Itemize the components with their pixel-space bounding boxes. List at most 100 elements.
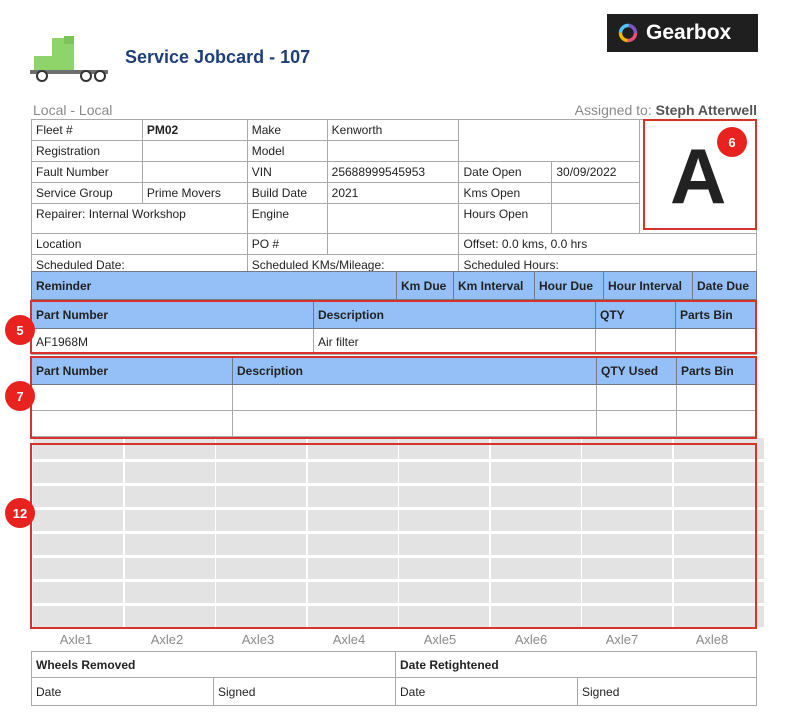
axle-cell (673, 534, 764, 555)
build-date-value: 2021 (326, 182, 460, 204)
axle-cell (490, 486, 581, 507)
axle-cell (399, 558, 489, 579)
axle-cell (307, 558, 398, 579)
table-row (31, 410, 757, 437)
hours-open-value (551, 203, 641, 234)
parts-bin-cell (675, 328, 757, 355)
axle-cell (399, 606, 489, 627)
axle-cell (124, 582, 215, 603)
grade-letter: A (669, 132, 727, 220)
service-group-label: Service Group (31, 182, 143, 204)
fault-label: Fault Number (31, 161, 143, 183)
date-retightened-label: Date Retightened (395, 651, 757, 678)
blank-cell (458, 119, 641, 162)
highlight-box-6 (643, 119, 757, 230)
parts-table: Part Number Description QTY Parts Bin AF… (31, 301, 757, 355)
axle-cell (124, 534, 215, 555)
fleet-label: Fleet # (31, 119, 143, 141)
assigned-name: Steph Atterwell (655, 102, 757, 118)
km-due-header: Km Due (396, 271, 454, 300)
axle-cell (673, 606, 764, 627)
removed-date-label: Date (31, 677, 214, 706)
make-label: Make (246, 119, 328, 141)
axle-cell (582, 606, 672, 627)
axle-grid (33, 438, 764, 628)
date-open-value: 30/09/2022 (551, 161, 641, 183)
vin-value: 25688999545953 (326, 161, 460, 183)
axle-cell (673, 462, 764, 483)
axle-cell (216, 510, 306, 531)
axle-cell (33, 486, 123, 507)
axle-label: Axle5 (423, 632, 457, 647)
axle-cell (33, 606, 123, 627)
axle-cell (307, 486, 398, 507)
hours-open-label: Hours Open (458, 203, 553, 234)
axle-cell (490, 606, 581, 627)
axle-cell (490, 582, 581, 603)
removed-signed-label: Signed (213, 677, 396, 706)
axle-cell (33, 510, 123, 531)
axle-cell (307, 582, 398, 603)
axle-cell (124, 510, 215, 531)
annotation-marker-6: 6 (717, 127, 747, 157)
axle-cell (216, 462, 306, 483)
registration-value (141, 140, 248, 162)
annotation-marker-12: 12 (5, 498, 35, 528)
location-field: Location (31, 233, 248, 255)
reminder-header: Reminder (31, 271, 397, 300)
axle-cell (307, 510, 398, 531)
kms-open-value (551, 182, 641, 204)
po-label: PO # (246, 233, 328, 255)
axle-cell (673, 558, 764, 579)
registration-label: Registration (31, 140, 143, 162)
axle-cell (582, 510, 672, 531)
offset: Offset: 0.0 kms, 0.0 hrs (458, 233, 757, 255)
axle-cell (124, 558, 215, 579)
kms-open-label: Kms Open (458, 182, 553, 204)
wheels-table: Wheels Removed Date Retightened Date Sig… (31, 651, 757, 706)
axle-cell (490, 462, 581, 483)
service-group-value: Prime Movers (141, 182, 248, 204)
model-value (326, 140, 460, 162)
axle-cell (582, 462, 672, 483)
build-date-label: Build Date (246, 182, 328, 204)
axle-cell (399, 582, 489, 603)
axle-cell (399, 534, 489, 555)
axle-cell (673, 582, 764, 603)
highlight-box-12 (30, 443, 757, 629)
engine-value (326, 203, 460, 234)
make-value: Kenworth (326, 119, 460, 141)
highlight-box-7 (30, 356, 757, 439)
axle-cell (399, 510, 489, 531)
axle-cell (216, 486, 306, 507)
annotation-marker-5: 5 (5, 315, 35, 345)
axle-cell (307, 462, 398, 483)
description-header: Description (313, 301, 596, 329)
fleet-value: PM02 (141, 119, 248, 141)
date-due-header: Date Due (692, 271, 757, 300)
axle-cell (490, 534, 581, 555)
assigned-to: Assigned to: Steph Atterwell (575, 102, 757, 118)
assigned-label: Assigned to: (574, 102, 652, 118)
axle-cell (124, 462, 215, 483)
info-table: Fleet # PM02 Make Kenworth A Registratio… (31, 119, 757, 276)
axle-cell (216, 558, 306, 579)
po-value (326, 233, 460, 255)
axle-cell (582, 534, 672, 555)
axle-cell (399, 486, 489, 507)
axle-label: Axle7 (605, 632, 639, 647)
hour-interval-header: Hour Interval (603, 271, 693, 300)
qty-used-header: QTY Used (596, 357, 677, 385)
parts-used-table: Part Number Description QTY Used Parts B… (31, 357, 757, 437)
description-cell: Air filter (313, 328, 596, 355)
axle-cell (124, 606, 215, 627)
repairer: Repairer: Internal Workshop (31, 203, 248, 234)
axle-cell (582, 558, 672, 579)
axle-cell (33, 534, 123, 555)
axle-cell (33, 558, 123, 579)
gearbox-logo: Gearbox (607, 14, 758, 52)
km-interval-header: Km Interval (453, 271, 535, 300)
gearbox-logo-icon (618, 23, 638, 43)
annotation-marker-7: 7 (5, 381, 35, 411)
scheduled-date: Scheduled Date: (31, 254, 248, 276)
